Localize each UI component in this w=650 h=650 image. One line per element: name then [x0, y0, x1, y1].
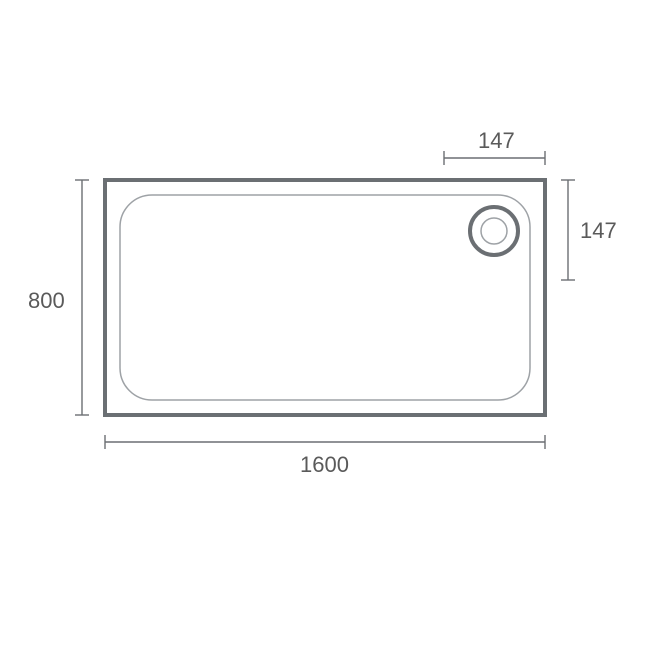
tray-inner	[120, 195, 530, 400]
dimension-width-label: 1600	[300, 452, 349, 478]
technical-drawing	[0, 0, 650, 650]
dimension-width-line	[105, 435, 545, 449]
dimension-drain-y-line	[561, 180, 575, 280]
dimension-drain-x-label: 147	[478, 128, 515, 154]
dimension-height-line	[75, 180, 89, 415]
dimension-height-label: 800	[28, 288, 65, 314]
drain-inner	[481, 218, 507, 244]
dimension-drain-y-label: 147	[580, 218, 617, 244]
